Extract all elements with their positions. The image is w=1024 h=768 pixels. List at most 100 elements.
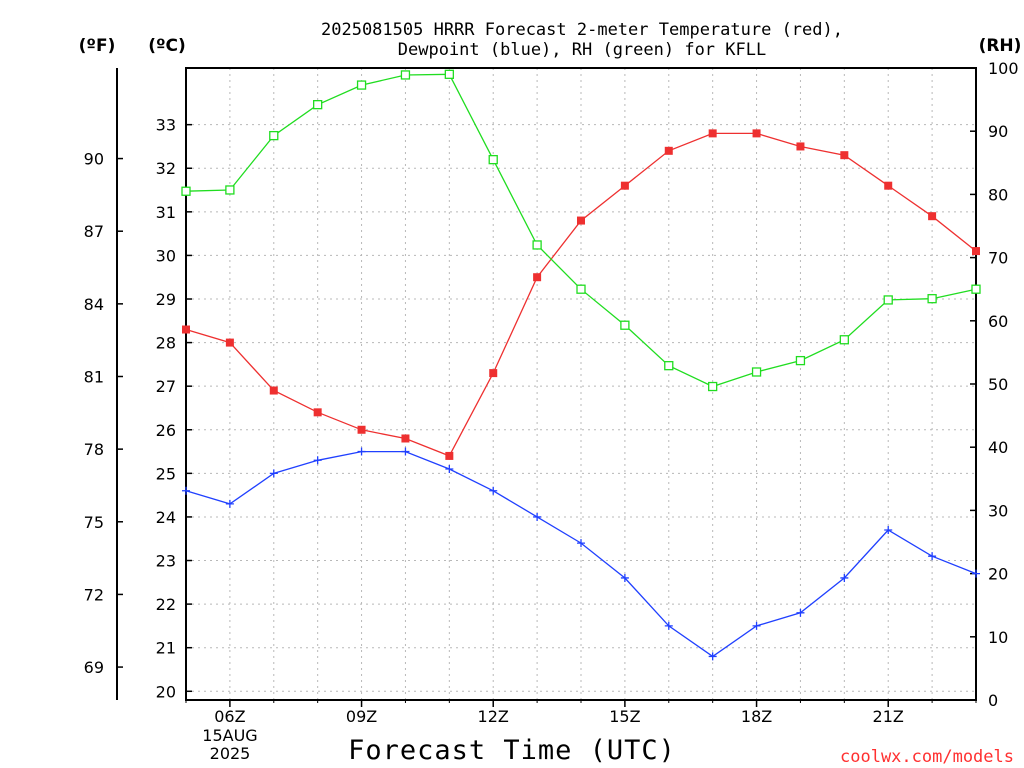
temperature-data-point bbox=[708, 129, 717, 138]
temperature-data-point bbox=[796, 142, 805, 151]
celsius-tick-label: 29 bbox=[156, 290, 176, 309]
temperature-data-point bbox=[489, 369, 498, 378]
celsius-tick-label: 22 bbox=[156, 595, 176, 614]
celsius-tick-label: 23 bbox=[156, 552, 176, 571]
temperature-data-point bbox=[884, 181, 893, 190]
dewpoint-data-point bbox=[928, 552, 937, 561]
rh-tick-label: 40 bbox=[988, 438, 1008, 457]
celsius-tick-label: 27 bbox=[156, 377, 176, 396]
celsius-tick-label: 26 bbox=[156, 421, 176, 440]
temperature-data-point bbox=[533, 273, 542, 282]
celsius-axis: 20 21 22 23 24 25 26 27 28 29 30 31 32 33 bbox=[156, 116, 192, 701]
plot-frame bbox=[185, 67, 977, 701]
rh-tick-label: 70 bbox=[988, 249, 1008, 268]
dewpoint-data-point bbox=[445, 464, 454, 473]
dewpoint-data-point bbox=[752, 621, 761, 630]
dewpoint-data-point bbox=[884, 526, 893, 535]
celsius-tick-label: 28 bbox=[156, 334, 176, 353]
fahrenheit-axis: 69 72 75 78 81 84 87 90 bbox=[84, 150, 123, 677]
dewpoint-data-point bbox=[972, 569, 980, 578]
x-axis-label: Forecast Time (UTC) bbox=[348, 735, 676, 766]
fahrenheit-tick-label: 75 bbox=[84, 513, 104, 532]
date-label-line-2: 2025 bbox=[210, 744, 251, 763]
fahrenheit-tick-label: 90 bbox=[84, 150, 104, 169]
x-tick-label: 12Z bbox=[478, 707, 509, 726]
dewpoint-data-point bbox=[225, 499, 234, 508]
chart-title-line-1: 2025081505 HRRR Forecast 2-meter Tempera… bbox=[321, 20, 843, 40]
temperature-data-point bbox=[620, 181, 629, 190]
dewpoint-data-point bbox=[401, 447, 410, 456]
rh-data-point bbox=[576, 284, 586, 294]
dewpoint-data-point bbox=[357, 447, 366, 456]
x-tick-label: 09Z bbox=[346, 707, 377, 726]
rh-data-point bbox=[532, 240, 542, 250]
rh-data-point bbox=[751, 367, 762, 377]
fahrenheit-tick-label: 84 bbox=[84, 295, 104, 314]
temperature-data-point bbox=[313, 408, 322, 417]
rh-tick-label: 30 bbox=[988, 501, 1008, 520]
fahrenheit-tick-label: 69 bbox=[84, 658, 104, 677]
temperature-series-line bbox=[185, 132, 977, 457]
credit-label: coolwx.com/models bbox=[840, 747, 1014, 767]
rh-data-point bbox=[444, 69, 454, 79]
celsius-tick-label: 20 bbox=[156, 682, 176, 701]
grid-lines bbox=[185, 68, 977, 700]
celsius-tick-label: 21 bbox=[156, 639, 176, 658]
fahrenheit-tick-label: 78 bbox=[84, 440, 104, 459]
fahrenheit-tick-label: 72 bbox=[84, 585, 104, 604]
temperature-data-point bbox=[225, 338, 234, 347]
x-tick-label: 15Z bbox=[609, 707, 640, 726]
date-label-line-1: 15AUG bbox=[202, 726, 257, 745]
rh-data-point bbox=[664, 361, 674, 371]
rh-data-point bbox=[313, 100, 323, 110]
temperature-data-point bbox=[752, 129, 761, 138]
temperature-data-point bbox=[577, 216, 585, 225]
temperature-data-point bbox=[972, 247, 980, 256]
fahrenheit-unit-label: (ºF) bbox=[79, 36, 116, 56]
rh-tick-label: 90 bbox=[988, 122, 1008, 141]
rh-data-point bbox=[225, 185, 235, 195]
dewpoint-data-point bbox=[313, 456, 322, 465]
dewpoint-data-point bbox=[664, 621, 673, 630]
x-tick-label: 21Z bbox=[873, 707, 904, 726]
rh-tick-label: 50 bbox=[988, 375, 1008, 394]
rh-tick-label: 20 bbox=[988, 565, 1008, 584]
temperature-data-point bbox=[445, 451, 454, 460]
rh-data-point bbox=[839, 335, 849, 345]
rh-data-point bbox=[269, 130, 279, 141]
dewpoint-data-point bbox=[840, 573, 849, 582]
rh-data-point bbox=[400, 70, 411, 80]
celsius-unit-label: (ºC) bbox=[148, 36, 186, 56]
rh-data-point bbox=[883, 295, 893, 305]
celsius-tick-label: 33 bbox=[156, 116, 176, 135]
celsius-tick-label: 30 bbox=[156, 246, 176, 265]
data-series bbox=[181, 69, 981, 661]
temperature-data-point bbox=[357, 425, 366, 434]
rh-tick-label: 60 bbox=[988, 312, 1008, 331]
dewpoint-data-point bbox=[182, 486, 190, 495]
dewpoint-data-point bbox=[269, 469, 278, 478]
rh-tick-label: 0 bbox=[988, 691, 998, 710]
time-axis: 06Z 09Z 12Z 15Z 18Z 21Z bbox=[185, 700, 977, 726]
rh-unit-label: (RH) bbox=[979, 36, 1022, 56]
rh-data-point bbox=[927, 294, 937, 304]
dewpoint-data-point bbox=[489, 486, 498, 495]
rh-data-point bbox=[971, 284, 981, 294]
x-tick-label: 18Z bbox=[741, 707, 772, 726]
rh-data-point bbox=[181, 186, 191, 196]
temperature-data-point bbox=[664, 146, 673, 155]
chart-title-line-2: Dewpoint (blue), RH (green) for KFLL bbox=[398, 40, 766, 60]
dewpoint-data-point bbox=[796, 608, 805, 617]
celsius-tick-label: 32 bbox=[156, 159, 176, 178]
celsius-tick-label: 31 bbox=[156, 203, 176, 222]
rh-data-point bbox=[620, 320, 630, 330]
temperature-data-point bbox=[269, 386, 278, 395]
fahrenheit-tick-label: 81 bbox=[84, 367, 104, 386]
dewpoint-data-point bbox=[620, 573, 629, 582]
fahrenheit-tick-label: 87 bbox=[84, 222, 104, 241]
temperature-data-point bbox=[401, 434, 410, 443]
rh-data-point bbox=[488, 154, 498, 165]
temperature-data-point bbox=[840, 151, 849, 160]
dewpoint-data-point bbox=[577, 539, 585, 548]
